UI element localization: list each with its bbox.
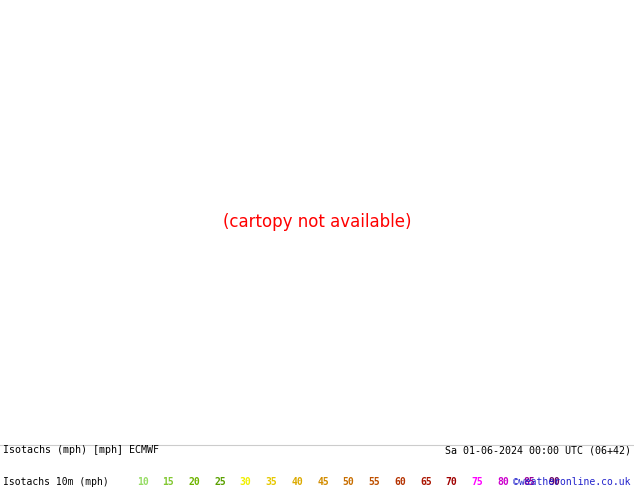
Text: 75: 75 bbox=[472, 477, 483, 487]
Text: 85: 85 bbox=[523, 477, 535, 487]
Text: 20: 20 bbox=[188, 477, 200, 487]
Text: 35: 35 bbox=[266, 477, 277, 487]
Text: Isotachs (mph) [mph] ECMWF: Isotachs (mph) [mph] ECMWF bbox=[3, 445, 159, 455]
Text: 30: 30 bbox=[240, 477, 252, 487]
Text: Sa 01-06-2024 00:00 UTC (06+42): Sa 01-06-2024 00:00 UTC (06+42) bbox=[445, 445, 631, 455]
Text: 15: 15 bbox=[162, 477, 174, 487]
Text: 55: 55 bbox=[368, 477, 380, 487]
Text: 80: 80 bbox=[497, 477, 509, 487]
Text: 90: 90 bbox=[549, 477, 560, 487]
Text: 60: 60 bbox=[394, 477, 406, 487]
Text: 70: 70 bbox=[446, 477, 458, 487]
Text: 25: 25 bbox=[214, 477, 226, 487]
Text: 50: 50 bbox=[343, 477, 354, 487]
Text: (cartopy not available): (cartopy not available) bbox=[223, 213, 411, 231]
Text: ©weatheronline.co.uk: ©weatheronline.co.uk bbox=[514, 477, 631, 487]
Text: 65: 65 bbox=[420, 477, 432, 487]
Text: 10: 10 bbox=[137, 477, 148, 487]
Text: 40: 40 bbox=[291, 477, 303, 487]
Text: 45: 45 bbox=[317, 477, 329, 487]
Text: Isotachs 10m (mph): Isotachs 10m (mph) bbox=[3, 477, 109, 487]
